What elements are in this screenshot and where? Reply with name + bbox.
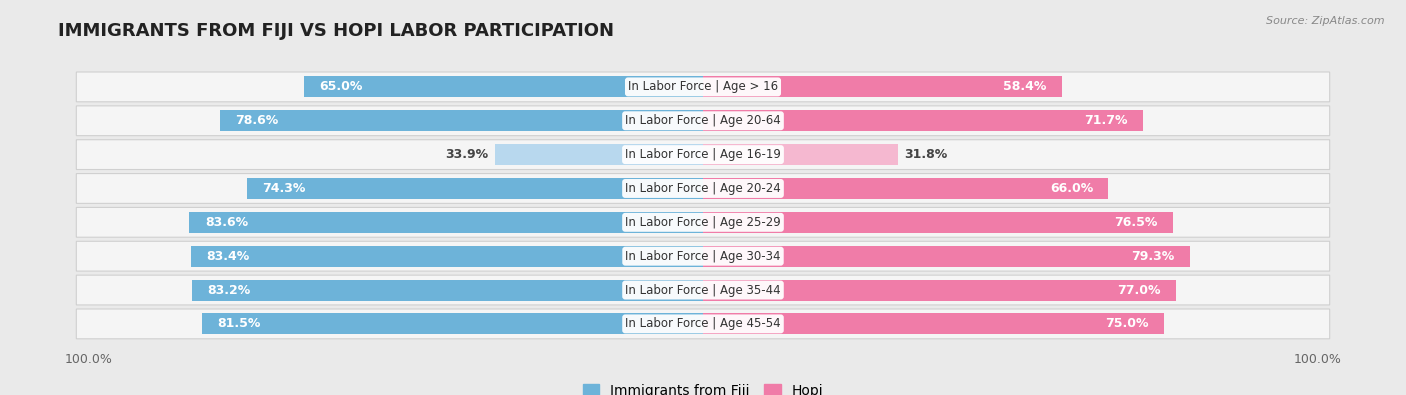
Text: In Labor Force | Age 30-34: In Labor Force | Age 30-34 [626,250,780,263]
FancyBboxPatch shape [76,309,1330,339]
Text: In Labor Force | Age 16-19: In Labor Force | Age 16-19 [626,148,780,161]
Bar [190,212,703,233]
Text: 75.0%: 75.0% [1105,318,1149,330]
Text: 78.6%: 78.6% [236,114,278,127]
FancyBboxPatch shape [76,140,1330,169]
Text: 83.6%: 83.6% [205,216,247,229]
Text: 77.0%: 77.0% [1118,284,1160,297]
FancyBboxPatch shape [76,106,1330,135]
FancyBboxPatch shape [76,241,1330,271]
Text: In Labor Force | Age 20-24: In Labor Force | Age 20-24 [626,182,780,195]
Bar [703,76,1062,98]
Text: 83.2%: 83.2% [207,284,250,297]
FancyBboxPatch shape [76,173,1330,203]
Text: 79.3%: 79.3% [1132,250,1175,263]
Text: 81.5%: 81.5% [218,318,262,330]
FancyBboxPatch shape [76,72,1330,102]
Text: 58.4%: 58.4% [1002,81,1046,93]
Text: Source: ZipAtlas.com: Source: ZipAtlas.com [1267,16,1385,26]
Text: 66.0%: 66.0% [1050,182,1092,195]
Bar [703,144,898,165]
Text: 71.7%: 71.7% [1084,114,1128,127]
Bar [495,144,703,165]
Bar [221,110,703,131]
Text: In Labor Force | Age 35-44: In Labor Force | Age 35-44 [626,284,780,297]
FancyBboxPatch shape [76,207,1330,237]
Bar [191,246,703,267]
Text: 76.5%: 76.5% [1114,216,1157,229]
Bar [703,110,1143,131]
FancyBboxPatch shape [76,275,1330,305]
Text: IMMIGRANTS FROM FIJI VS HOPI LABOR PARTICIPATION: IMMIGRANTS FROM FIJI VS HOPI LABOR PARTI… [58,23,613,40]
Text: In Labor Force | Age 25-29: In Labor Force | Age 25-29 [626,216,780,229]
Text: 83.4%: 83.4% [207,250,249,263]
Text: 33.9%: 33.9% [446,148,489,161]
Bar [304,76,703,98]
Text: In Labor Force | Age > 16: In Labor Force | Age > 16 [628,81,778,93]
Bar [703,212,1173,233]
Bar [703,178,1108,199]
Text: 65.0%: 65.0% [319,81,363,93]
Text: In Labor Force | Age 20-64: In Labor Force | Age 20-64 [626,114,780,127]
Text: 74.3%: 74.3% [262,182,305,195]
Bar [202,313,703,335]
Bar [703,280,1175,301]
Bar [193,280,703,301]
Text: 31.8%: 31.8% [904,148,948,161]
Legend: Immigrants from Fiji, Hopi: Immigrants from Fiji, Hopi [576,378,830,395]
Bar [703,313,1164,335]
Bar [246,178,703,199]
Bar [703,246,1189,267]
Text: In Labor Force | Age 45-54: In Labor Force | Age 45-54 [626,318,780,330]
